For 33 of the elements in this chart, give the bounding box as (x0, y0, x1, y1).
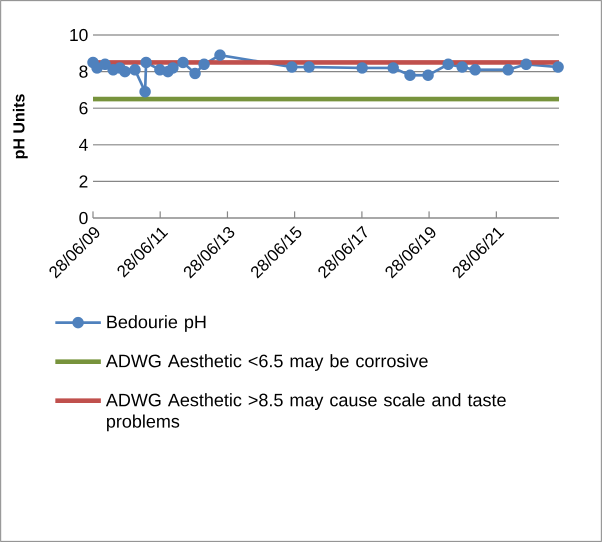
point (177, 56, 189, 68)
point (502, 64, 514, 76)
point (456, 61, 468, 73)
point (129, 64, 141, 76)
point (119, 66, 131, 78)
y-tick-label: 0 (79, 212, 88, 224)
y-tick-label: 4 (79, 138, 88, 151)
point (404, 70, 416, 81)
y-tick-label: 2 (80, 175, 88, 188)
point (140, 56, 152, 68)
point (189, 68, 201, 80)
legend-label: ADWG Aesthetic <6.5 may be corrosive (106, 354, 428, 371)
point (422, 70, 434, 81)
point (99, 58, 111, 70)
y-tick-label: 6 (80, 102, 88, 114)
point (520, 58, 532, 70)
point (214, 49, 226, 61)
y-tick-label: 10 (70, 28, 88, 42)
point (552, 61, 564, 73)
point (356, 62, 368, 74)
point (387, 62, 399, 74)
point (198, 58, 210, 70)
point (442, 58, 454, 70)
y-tick-label: 8 (79, 65, 88, 78)
legend-label: Bedourie pH (107, 315, 206, 332)
legend-label: ADWG Aesthetic >8.5 may cause scale and taste problems (106, 393, 506, 432)
y-axis-title: pH Units (12, 94, 28, 158)
point (469, 64, 481, 76)
point (91, 62, 103, 74)
point (167, 62, 179, 74)
point (139, 86, 151, 98)
point (286, 61, 298, 73)
point (303, 61, 315, 73)
